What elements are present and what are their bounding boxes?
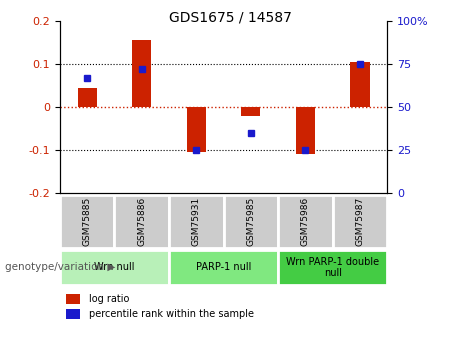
Bar [132, 40, 151, 107]
Bar [333, 195, 387, 248]
Text: GSM75885: GSM75885 [83, 197, 92, 246]
Text: PARP-1 null: PARP-1 null [196, 263, 251, 272]
Bar [350, 62, 370, 107]
Bar [169, 250, 278, 285]
Bar [241, 107, 260, 117]
Bar [169, 195, 224, 248]
Text: Wrn null: Wrn null [94, 263, 135, 272]
Text: GDS1675 / 14587: GDS1675 / 14587 [169, 10, 292, 24]
Text: GSM75985: GSM75985 [246, 197, 255, 246]
Text: GSM75886: GSM75886 [137, 197, 146, 246]
Bar [77, 88, 97, 107]
Bar [224, 195, 278, 248]
Text: genotype/variation ▶: genotype/variation ▶ [5, 263, 115, 272]
Bar [66, 309, 80, 319]
Text: GSM75987: GSM75987 [355, 197, 365, 246]
Text: GSM75986: GSM75986 [301, 197, 310, 246]
Bar [296, 107, 315, 155]
Text: GSM75931: GSM75931 [192, 197, 201, 246]
Bar [278, 195, 333, 248]
Bar [60, 195, 114, 248]
Text: percentile rank within the sample: percentile rank within the sample [89, 309, 254, 319]
Bar [66, 294, 80, 304]
Bar [278, 250, 387, 285]
Bar [60, 250, 169, 285]
Text: log ratio: log ratio [89, 294, 130, 304]
Bar [114, 195, 169, 248]
Bar [187, 107, 206, 152]
Text: Wrn PARP-1 double
null: Wrn PARP-1 double null [286, 257, 379, 278]
